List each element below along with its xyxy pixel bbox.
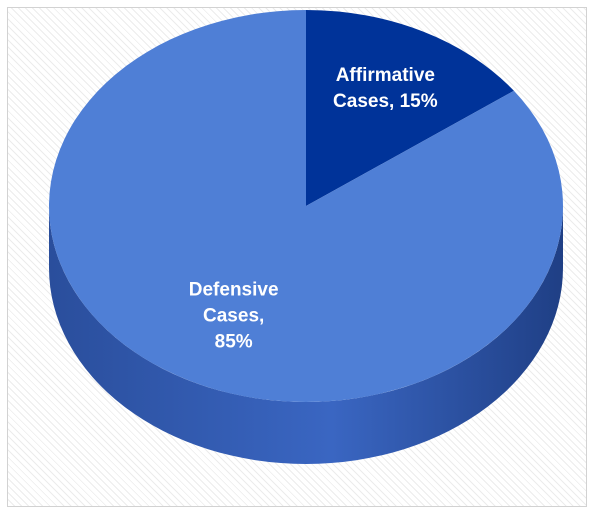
slice-label-line: Defensive xyxy=(189,279,279,300)
chart-frame: Affirmative Cases, 15% Defensive Cases, 85% xyxy=(7,7,587,507)
pie-slice-defensive-cases xyxy=(49,10,564,402)
slice-label-affirmative-cases: Affirmative Cases, 15% xyxy=(333,65,438,112)
pie-slice-affirmative-cases xyxy=(306,10,514,206)
pie-labels: Affirmative Cases, 15% Defensive Cases, 85% xyxy=(189,65,438,352)
pie-chart: Affirmative Cases, 15% Defensive Cases, 85% xyxy=(49,10,564,464)
slice-label-line: 85% xyxy=(215,331,253,352)
slice-label-line: Cases, xyxy=(203,305,264,326)
slice-label-line: Affirmative xyxy=(336,65,435,86)
pie-side-face xyxy=(49,206,563,464)
pie-top xyxy=(49,10,564,402)
pie-side-wall xyxy=(49,206,563,464)
slice-label-defensive-cases: Defensive Cases, 85% xyxy=(189,279,279,352)
slice-label-line: Cases, 15% xyxy=(333,91,438,112)
